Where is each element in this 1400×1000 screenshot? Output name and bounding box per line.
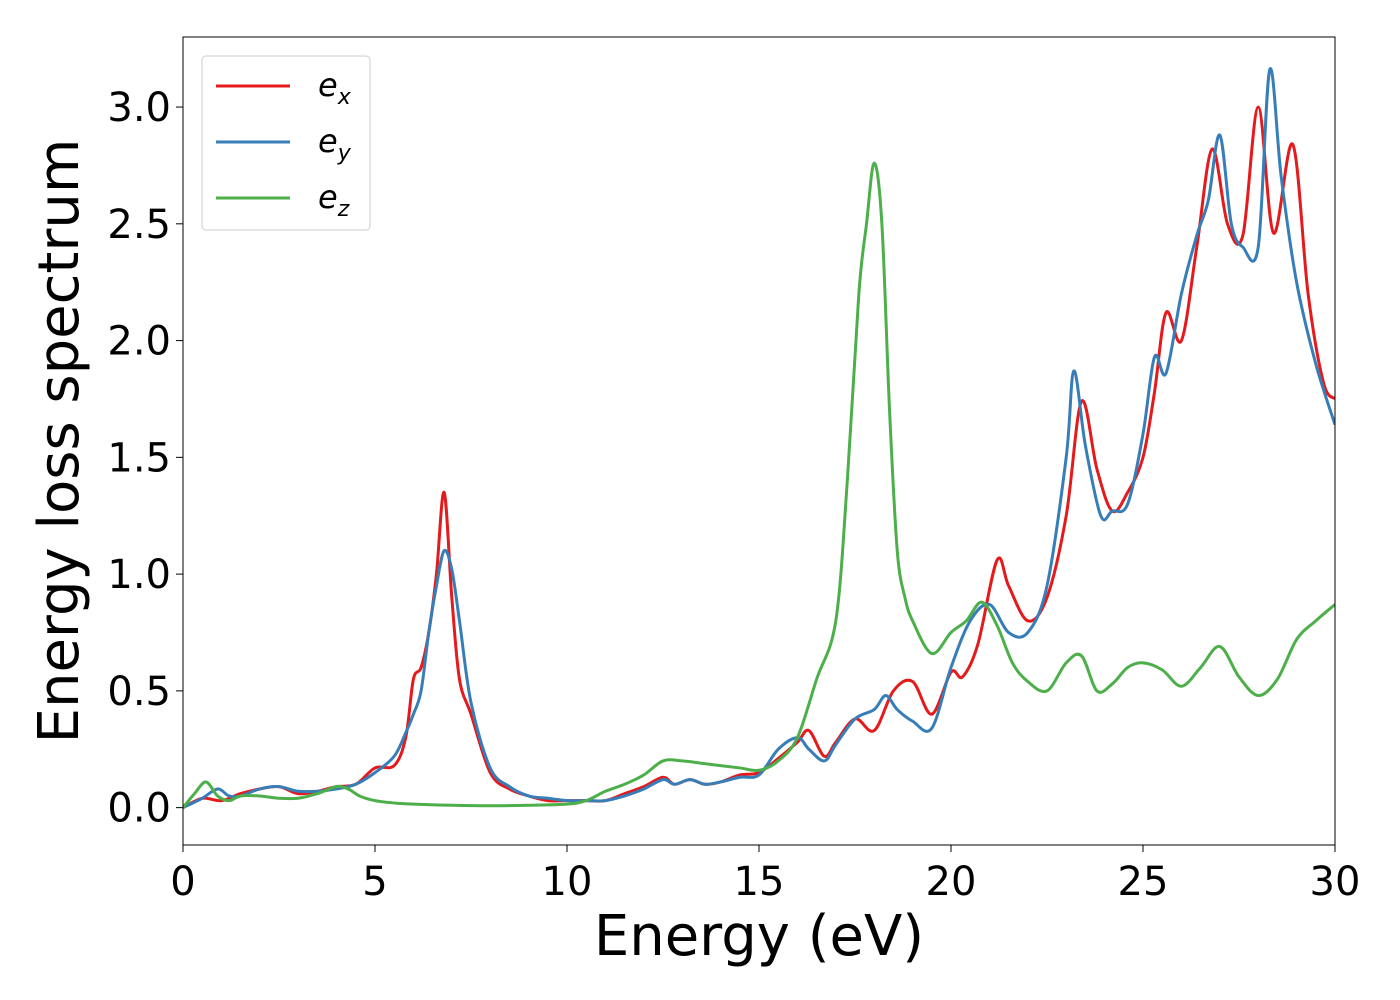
x-tick-label: 15 [734, 859, 785, 905]
y-tick-label: 3.0 [107, 85, 171, 131]
legend-label-base: e [318, 178, 338, 216]
y-tick-label: 2.0 [107, 319, 171, 365]
legend-label-subscript: z [337, 197, 350, 222]
legend-label-subscript: y [337, 141, 352, 166]
y-axis-title: Energy loss spectrum [27, 139, 92, 744]
legend-label: ey [318, 122, 352, 166]
legend-label-subscript: x [337, 85, 352, 110]
y-tick-label: 0.5 [107, 669, 171, 715]
legend-label-base: e [318, 122, 338, 160]
plot-lines [183, 67, 1335, 809]
y-tick-label: 1.5 [107, 435, 171, 481]
legend-label: ex [318, 66, 352, 110]
x-axis: 0 5 10 15 20 25 30 [170, 845, 1360, 905]
y-tick-label: 2.5 [107, 202, 171, 248]
y-axis: 0.0 0.5 1.0 1.5 2.0 2.5 3.0 [107, 85, 183, 832]
x-tick-label: 0 [170, 859, 195, 905]
y-tick-label: 0.0 [107, 786, 171, 832]
legend-label-base: e [318, 66, 338, 104]
x-tick-label: 25 [1118, 859, 1169, 905]
x-axis-title: Energy (eV) [594, 904, 924, 969]
y-tick-label: 1.0 [107, 552, 171, 598]
series-line-e-z [183, 161, 1335, 809]
x-tick-label: 10 [542, 859, 593, 905]
x-tick-label: 5 [362, 859, 387, 905]
x-tick-label: 30 [1310, 859, 1361, 905]
x-tick-label: 20 [926, 859, 977, 905]
legend-label: ez [318, 178, 350, 222]
